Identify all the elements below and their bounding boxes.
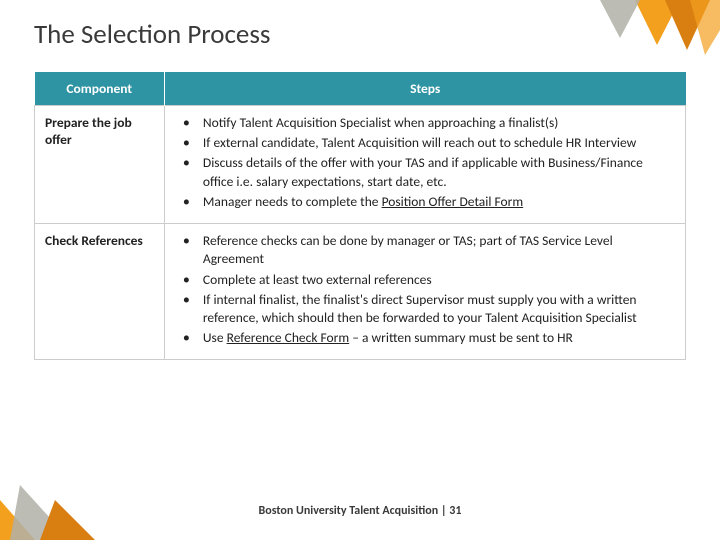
steps-cell: Reference checks can be done by manager … [164, 224, 685, 360]
footer-sep: | [438, 504, 449, 518]
footer: Boston University Talent Acquisition | 3… [0, 504, 720, 518]
table-row: Check References Reference checks can be … [35, 224, 686, 360]
underlined-term: Position Offer Detail Form [382, 193, 524, 210]
table-header-component: Component [35, 72, 165, 106]
component-cell: Prepare the job offer [35, 106, 165, 224]
selection-process-table: Component Steps Prepare the job offer Not… [34, 72, 686, 360]
component-cell: Check References [35, 224, 165, 360]
steps-list: Reference checks can be done by manager … [175, 232, 675, 347]
underlined-term: Reference Check Form [227, 329, 350, 346]
steps-list: Notify Talent Acquisition Specialist whe… [175, 114, 675, 211]
footer-org: Boston University Talent Acquisition [259, 504, 439, 518]
step-item: Discuss details of the offer with your T… [175, 154, 675, 190]
corner-shapes-bottom-icon [0, 460, 180, 540]
table-row: Prepare the job offer Notify Talent Acqui… [35, 106, 686, 224]
step-item: Notify Talent Acquisition Specialist whe… [175, 114, 675, 132]
step-item: If internal finalist, the finalist's dir… [175, 291, 675, 327]
table-header-steps: Steps [164, 72, 685, 106]
corner-shapes-top-icon [540, 0, 720, 80]
steps-cell: Notify Talent Acquisition Specialist whe… [164, 106, 685, 224]
step-item: Complete at least two external reference… [175, 271, 675, 289]
footer-page: 31 [449, 504, 461, 518]
page-title: The Selection Process [34, 18, 270, 51]
step-item: Manager needs to complete the Position O… [175, 193, 675, 211]
step-item: If external candidate, Talent Acquisitio… [175, 134, 675, 152]
step-item: Use Reference Check Form – a written sum… [175, 329, 675, 347]
step-item: Reference checks can be done by manager … [175, 232, 675, 268]
